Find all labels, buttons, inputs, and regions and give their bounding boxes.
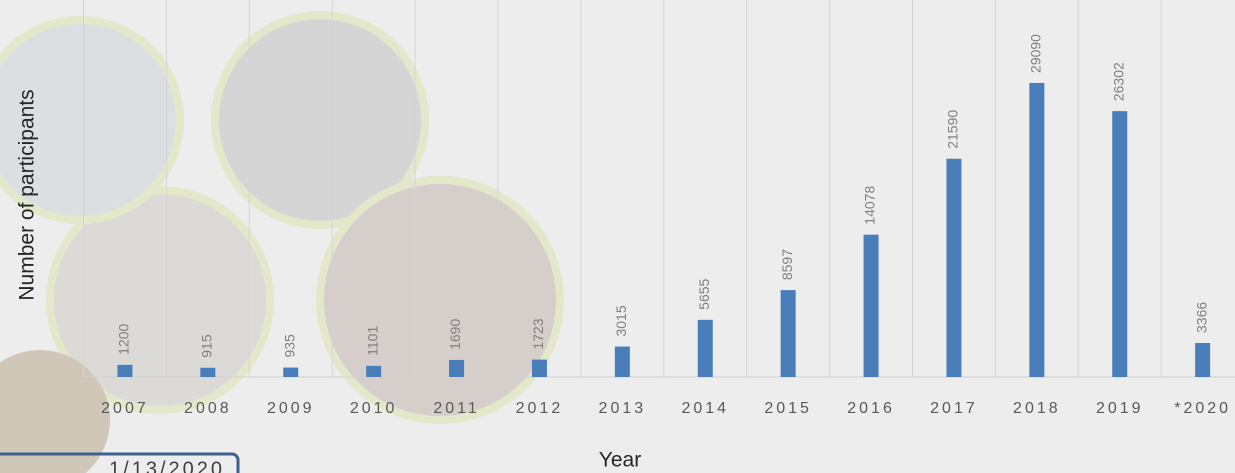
bar xyxy=(946,159,961,377)
x-tick-label: 2018 xyxy=(1013,400,1061,417)
x-tick-label: 2011 xyxy=(433,400,479,417)
value-label: 1200 xyxy=(116,324,132,355)
value-label: 21590 xyxy=(945,110,961,149)
x-tick-label: 2008 xyxy=(184,400,232,417)
x-tick-label: 2015 xyxy=(764,400,812,417)
value-label: 1690 xyxy=(447,319,463,350)
bar xyxy=(532,360,547,377)
bar xyxy=(1112,111,1127,377)
annotation: 1/13/2020 xyxy=(109,458,225,473)
bar xyxy=(200,368,215,377)
bar xyxy=(1195,343,1210,377)
bar xyxy=(1029,83,1044,377)
x-tick-label: *2020 xyxy=(1174,400,1231,417)
bar xyxy=(615,347,630,377)
bar xyxy=(781,290,796,377)
value-label: 3366 xyxy=(1193,302,1209,333)
value-label: 8597 xyxy=(779,249,795,280)
value-label: 1101 xyxy=(364,326,380,356)
x-axis-title: Year xyxy=(599,449,641,472)
bar xyxy=(449,360,464,377)
bar xyxy=(283,368,298,377)
bar xyxy=(698,320,713,377)
bar xyxy=(117,365,132,377)
bar xyxy=(864,235,879,377)
value-label: 26302 xyxy=(1110,62,1126,101)
x-tick-label: 2016 xyxy=(847,400,895,417)
chart: Number of participants Year 1/13/2020 20… xyxy=(0,0,1235,473)
x-tick-label: 2013 xyxy=(599,400,647,417)
value-label: 29090 xyxy=(1028,34,1044,73)
y-axis-title: Number of participants xyxy=(16,89,39,300)
value-label: 5655 xyxy=(696,278,712,309)
x-tick-label: 2019 xyxy=(1096,400,1144,417)
x-tick-label: 2007 xyxy=(101,400,149,417)
value-label: 14078 xyxy=(862,186,878,225)
value-label: 1723 xyxy=(530,318,546,349)
bar xyxy=(366,366,381,377)
value-label: 3015 xyxy=(613,305,629,336)
x-tick-label: 2009 xyxy=(267,400,315,417)
value-label: 935 xyxy=(281,334,297,358)
value-label: 915 xyxy=(199,334,215,358)
x-tick-label: 2014 xyxy=(681,400,729,417)
x-tick-label: 2010 xyxy=(350,400,398,417)
x-tick-label: 2012 xyxy=(516,400,564,417)
x-tick-label: 2017 xyxy=(930,400,978,417)
